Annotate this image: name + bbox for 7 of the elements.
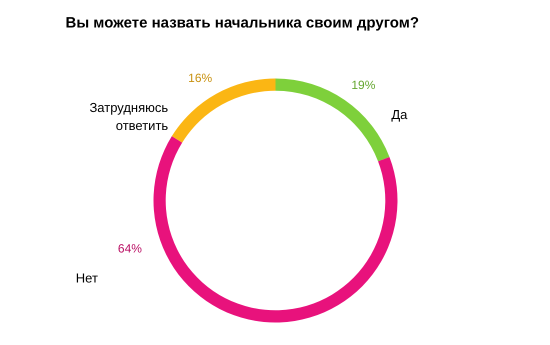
- data-label: 64%: [118, 241, 142, 256]
- chart-title: Вы можете назвать начальника своим другом?: [66, 14, 419, 32]
- data-label: 19%: [351, 78, 376, 92]
- slice-label: Нет: [76, 270, 98, 286]
- data-label: 16%: [188, 70, 213, 85]
- slice-label: Да: [391, 106, 408, 122]
- slice-label: Затрудняюсь ответить: [89, 100, 168, 133]
